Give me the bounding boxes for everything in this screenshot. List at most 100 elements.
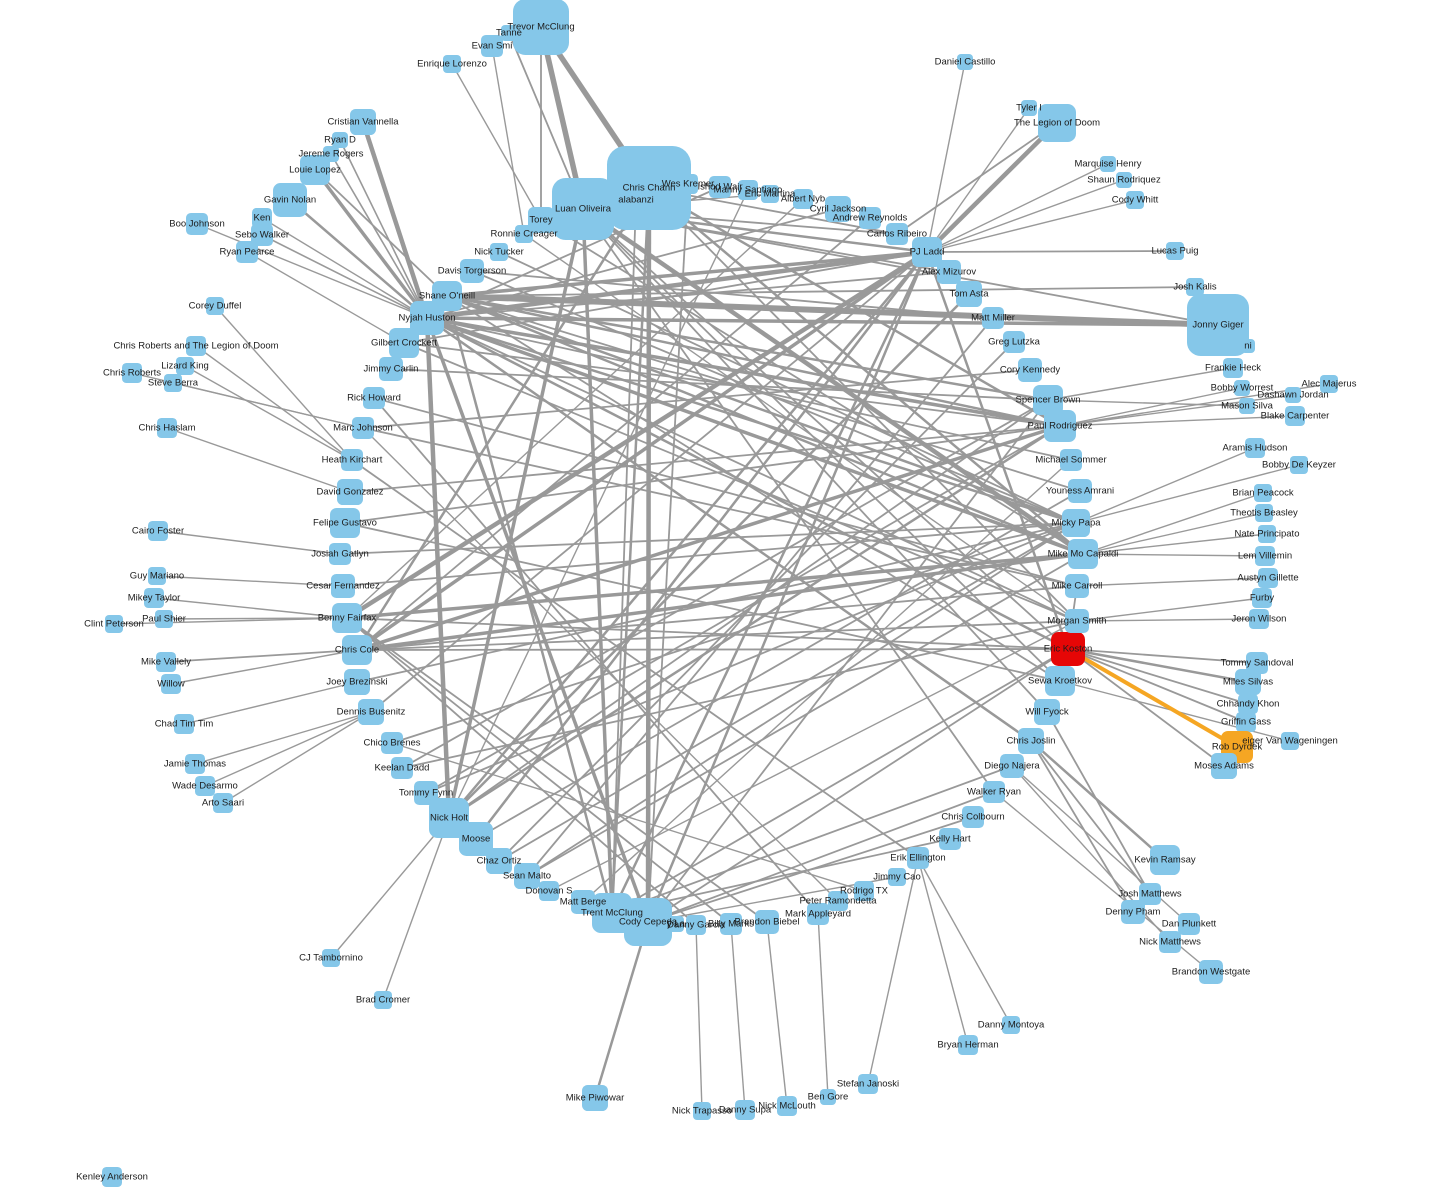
graph-node-brandon-biebel[interactable] [755,910,779,934]
graph-node-matt-berge[interactable] [571,890,595,914]
graph-node-brad-cromer[interactable] [374,991,392,1009]
graph-node-enrique-lorenzo[interactable] [443,55,461,73]
graph-node-youness-amrani[interactable] [1068,479,1092,503]
graph-node-blake-carpenter[interactable] [1285,406,1305,426]
graph-node-mason-silva[interactable] [1239,398,1255,414]
graph-node-lucas-puig[interactable] [1166,242,1184,260]
graph-node-micky-papa[interactable] [1062,509,1090,537]
graph-node-cody-cepeda[interactable] [624,898,672,946]
graph-node-stefan-janoski[interactable] [858,1074,878,1094]
graph-node-jimmy-cao[interactable] [888,868,906,886]
graph-node-arto-saari[interactable] [213,793,233,813]
graph-node-selected-eric-koston[interactable] [1051,632,1085,666]
graph-node-ben-gore[interactable] [820,1089,836,1105]
graph-node-frankie-heck[interactable] [1223,358,1243,378]
graph-node-kelly-hart[interactable] [939,828,961,850]
graph-node-trevor-mcclung[interactable] [513,0,569,55]
graph-node-dennis-busenitz[interactable] [358,699,384,725]
graph-node-chris-roberts-and-the-legion-of-doom[interactable] [186,336,206,356]
graph-node-sebo-walker[interactable] [251,224,273,246]
graph-node-david-gonzalez[interactable] [337,479,363,505]
graph-node-wade-desarmo[interactable] [195,776,215,796]
graph-node-y-la[interactable] [668,916,684,932]
graph-node-michael-sommer[interactable] [1060,449,1082,471]
graph-node-tom-asta[interactable] [956,281,982,307]
graph-node-aramis-hudson[interactable] [1245,438,1265,458]
graph-node-erik-ellington[interactable] [907,847,929,869]
graph-node-alex-mizurov[interactable] [937,260,961,284]
graph-node-manny-santiago[interactable] [738,180,758,200]
graph-node-keelan-dadd[interactable] [391,757,413,779]
graph-node-josh-matthews[interactable] [1139,883,1161,905]
graph-node-chris-roberts[interactable] [122,363,142,383]
graph-node-chaz-ortiz[interactable] [486,848,512,874]
graph-node-alabanzi[interactable] [625,189,647,211]
graph-node-rodrigo-tx[interactable] [854,881,874,901]
graph-node-evan-smi[interactable] [481,35,503,57]
graph-node-chris-chann[interactable] [607,146,691,230]
graph-node-furby[interactable] [1252,588,1272,608]
graph-node-chris-joslin[interactable] [1018,728,1044,754]
graph-node-danny-supa[interactable] [735,1100,755,1120]
graph-node-boo-johnson[interactable] [186,213,208,235]
graph-node-shaun-rodriquez[interactable] [1116,172,1132,188]
graph-node-moses-adams[interactable] [1211,753,1237,779]
graph-node-tanne[interactable] [501,25,517,41]
graph-node-bobby-worrest[interactable] [1234,380,1250,396]
graph-node-will-fyock[interactable] [1034,699,1060,725]
graph-node-austyn-gillette[interactable] [1258,568,1278,588]
graph-node-mike-mo-capaldi[interactable] [1068,539,1098,569]
graph-node-joey-brezinski[interactable] [344,669,370,695]
graph-node-chris-cole[interactable] [342,635,372,665]
graph-node-ryan-pearce[interactable] [236,241,258,263]
graph-node-tyler-i[interactable] [1021,100,1037,116]
graph-node-nick-tucker[interactable] [490,243,508,261]
graph-node-the-legion-of-doom[interactable] [1038,104,1076,142]
graph-node-pj-ladd[interactable] [912,237,942,267]
graph-node-sean-malto[interactable] [514,863,540,889]
graph-node-dashawn-jordan[interactable] [1285,387,1301,403]
graph-node-kevin-ramsay[interactable] [1150,845,1180,875]
graph-node-mike-carroll[interactable] [1065,574,1089,598]
graph-node-gilbert-crockett[interactable] [389,328,419,358]
graph-node-steve-berra[interactable] [164,374,182,392]
graph-node-nate-principato[interactable] [1258,525,1276,543]
graph-node-cyril-jackson[interactable] [825,196,851,222]
graph-node-denny-pham[interactable] [1121,900,1145,924]
graph-node-cody-whitt[interactable] [1126,191,1144,209]
graph-node-ryan-d[interactable] [332,132,348,148]
graph-node-josh-kalis[interactable] [1186,278,1204,296]
graph-node-mike-vallely[interactable] [156,652,176,672]
graph-node-carlos-ribeiro[interactable] [886,223,908,245]
graph-node-greg-lutzka[interactable] [1003,331,1025,353]
graph-node-matt-miller[interactable] [982,307,1004,329]
graph-node-mark-appleyard[interactable] [807,903,829,925]
graph-node-paul-rodriguez[interactable] [1044,410,1076,442]
graph-node-heath-kirchart[interactable] [341,449,363,471]
graph-node-cory-kennedy[interactable] [1018,358,1042,382]
graph-node-nick-mclouth[interactable] [777,1096,797,1116]
graph-node-miles-silvas[interactable] [1235,669,1261,695]
graph-node-eiger-van-wageningen[interactable] [1281,732,1299,750]
graph-node-donovan-s[interactable] [539,881,559,901]
graph-node-clint-peterson[interactable] [105,615,123,633]
graph-node-ishod-wair[interactable] [709,176,731,198]
graph-node-jonny-giger[interactable] [1187,294,1249,356]
graph-node-nick-matthews[interactable] [1159,931,1181,953]
graph-node-alec-majerus[interactable] [1320,375,1338,393]
graph-node-morgan-smith[interactable] [1065,609,1089,633]
graph-node-guy-mariano[interactable] [148,567,166,585]
graph-node-lizard-king[interactable] [176,357,194,375]
graph-node-theotis-beasley[interactable] [1255,504,1273,522]
graph-node-bobby-de-keyzer[interactable] [1290,456,1308,474]
graph-node-josiah-gatlyn[interactable] [329,543,351,565]
graph-node-brian-peacock[interactable] [1254,484,1272,502]
graph-node-chris-haslam[interactable] [157,418,177,438]
graph-node-cristian-vannella[interactable] [350,109,376,135]
graph-node-billy-marks[interactable] [720,913,742,935]
graph-node-albert-nyb[interactable] [793,189,813,209]
graph-node-andrew-reynolds[interactable] [859,207,881,229]
graph-node-diego-najera[interactable] [1000,754,1024,778]
graph-node-cj-tambornino[interactable] [322,949,340,967]
graph-node-jamie-thomas[interactable] [185,754,205,774]
